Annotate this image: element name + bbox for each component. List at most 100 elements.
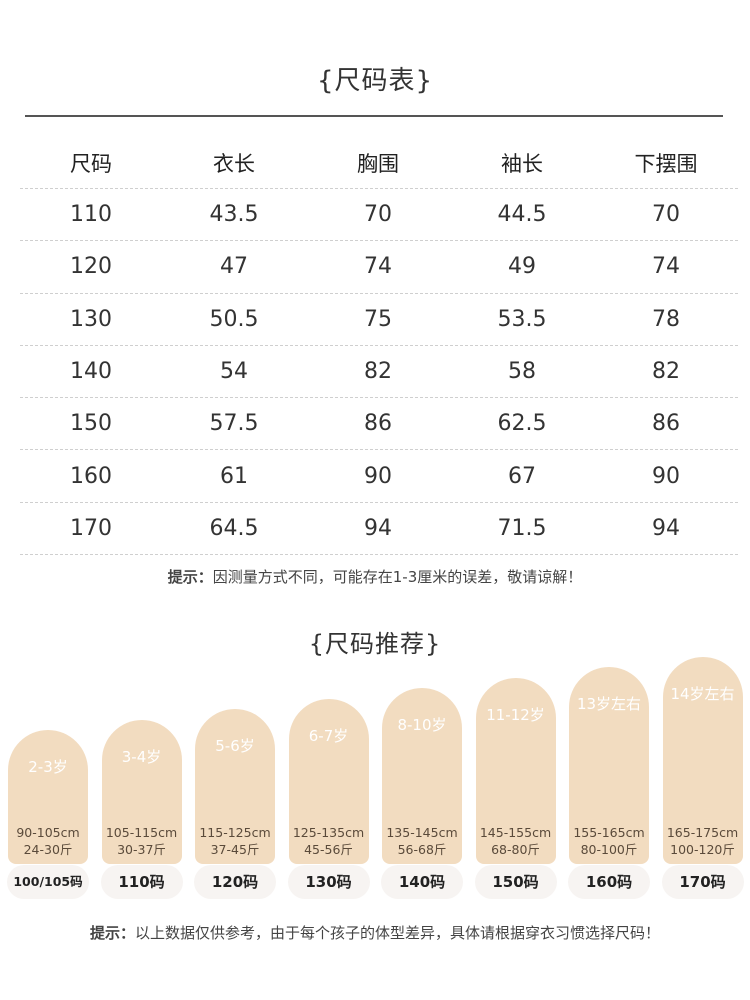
height-range: 125-135cm bbox=[292, 825, 365, 840]
cell-length: 54 bbox=[220, 359, 248, 385]
size-badge: 170码 bbox=[661, 865, 744, 899]
age-label: 3-4岁 bbox=[121, 747, 162, 766]
age-label: 6-7岁 bbox=[308, 726, 349, 745]
header-length: 衣长 bbox=[213, 152, 255, 176]
size-badge: 140码 bbox=[381, 865, 463, 899]
height-range: 155-165cm bbox=[573, 825, 645, 840]
cell-chest: 74 bbox=[364, 254, 392, 280]
weight-range: 24-30斤 bbox=[23, 842, 73, 857]
cell-length: 47 bbox=[220, 254, 248, 280]
cell-hem: 82 bbox=[652, 359, 680, 385]
height-weight-label: 125-135cm 45-56斤 bbox=[283, 824, 375, 858]
cell-hem: 78 bbox=[652, 306, 680, 332]
size-pill bbox=[382, 688, 462, 864]
size-badge: 130码 bbox=[287, 865, 370, 899]
cell-sleeve: 53.5 bbox=[497, 306, 547, 332]
size-pill bbox=[475, 677, 556, 864]
header-size: 尺码 bbox=[70, 152, 112, 176]
size-badge: 110码 bbox=[100, 865, 183, 899]
height-weight-label: 165-175cm 100-120斤 bbox=[657, 824, 749, 858]
cell-chest: 70 bbox=[364, 202, 392, 228]
age-label: 5-6岁 bbox=[215, 737, 255, 755]
age-label: 11-12岁 bbox=[486, 705, 545, 724]
cell-chest: 94 bbox=[364, 515, 392, 541]
table-row: 140 54 82 58 82 bbox=[20, 346, 738, 399]
table-row: 110 43.5 70 44.5 70 bbox=[20, 189, 738, 242]
cell-size: 140 bbox=[70, 359, 112, 385]
weight-range: 68-80斤 bbox=[491, 842, 540, 857]
cell-hem: 94 bbox=[652, 515, 680, 541]
height-weight-label: 145-155cm 68-80斤 bbox=[470, 824, 562, 858]
weight-range: 100-120斤 bbox=[670, 842, 735, 857]
height-weight-label: 90-105cm 24-30斤 bbox=[2, 824, 94, 858]
header-chest: 胸围 bbox=[357, 152, 399, 176]
cell-size: 150 bbox=[70, 411, 112, 437]
size-pill bbox=[662, 656, 743, 864]
height-range: 115-125cm bbox=[199, 825, 271, 840]
cell-length: 50.5 bbox=[209, 306, 259, 332]
table-row: 160 61 90 67 90 bbox=[20, 450, 738, 503]
height-weight-label: 135-145cm 56-68斤 bbox=[376, 824, 468, 858]
height-weight-label: 155-165cm 80-100斤 bbox=[563, 824, 655, 858]
cell-chest: 82 bbox=[364, 359, 392, 385]
cell-chest: 86 bbox=[364, 411, 392, 437]
age-label: 2-3岁 bbox=[28, 758, 68, 776]
cell-sleeve: 71.5 bbox=[497, 515, 547, 541]
cell-hem: 86 bbox=[652, 411, 680, 437]
size-pill bbox=[288, 698, 369, 864]
size-pill bbox=[8, 730, 88, 864]
weight-range: 45-56斤 bbox=[304, 842, 353, 857]
cell-size: 110 bbox=[70, 202, 112, 228]
age-label: 8-10岁 bbox=[397, 716, 447, 734]
note-label: 提示： bbox=[167, 568, 213, 586]
size-table: 尺码 衣长 胸围 袖长 下摆围 110 43.5 70 44.5 70 120 … bbox=[20, 138, 738, 556]
height-weight-label: 105-115cm 30-37斤 bbox=[96, 824, 188, 858]
size-badge: 100/105码 bbox=[7, 865, 89, 899]
table-row: 130 50.5 75 53.5 78 bbox=[20, 294, 738, 346]
header-hem: 下摆围 bbox=[634, 152, 698, 176]
header-sleeve: 袖长 bbox=[501, 152, 543, 176]
age-label: 14岁左右 bbox=[670, 684, 735, 703]
cell-hem: 74 bbox=[652, 254, 680, 280]
recommend-title: {尺码推荐} bbox=[308, 630, 442, 658]
height-range: 145-155cm bbox=[479, 825, 552, 840]
size-badge: 120码 bbox=[194, 865, 276, 899]
weight-range: 37-45斤 bbox=[210, 842, 260, 857]
cell-length: 57.5 bbox=[209, 411, 259, 437]
note-label: 提示： bbox=[89, 924, 135, 942]
weight-range: 56-68斤 bbox=[397, 842, 447, 857]
cell-chest: 75 bbox=[364, 306, 392, 332]
table-row: 150 57.5 86 62.5 86 bbox=[20, 398, 738, 451]
cell-sleeve: 67 bbox=[508, 463, 536, 489]
table-row: 170 64.5 94 71.5 94 bbox=[20, 503, 738, 556]
weight-range: 80-100斤 bbox=[580, 842, 638, 857]
height-range: 135-145cm bbox=[386, 825, 458, 840]
size-badge: 160码 bbox=[568, 865, 650, 899]
cell-chest: 90 bbox=[364, 463, 392, 489]
size-badge: 150码 bbox=[474, 865, 557, 899]
height-range: 165-175cm bbox=[666, 825, 739, 840]
cell-hem: 70 bbox=[652, 202, 680, 228]
cell-sleeve: 62.5 bbox=[497, 411, 547, 437]
cell-sleeve: 58 bbox=[508, 359, 536, 385]
size-pill bbox=[195, 709, 275, 864]
table-header-row: 尺码 衣长 胸围 袖长 下摆围 bbox=[20, 138, 738, 189]
cell-size: 170 bbox=[70, 515, 112, 541]
table-top-rule bbox=[25, 115, 723, 117]
age-label: 13岁左右 bbox=[576, 695, 642, 713]
note-text: 因测量方式不同，可能存在1-3厘米的误差，敬请谅解！ bbox=[212, 568, 583, 586]
cell-size: 120 bbox=[70, 254, 112, 280]
measurement-note: 提示：因测量方式不同，可能存在1-3厘米的误差，敬请谅解！ bbox=[0, 566, 750, 587]
cell-length: 43.5 bbox=[209, 202, 259, 228]
cell-length: 64.5 bbox=[209, 515, 259, 541]
cell-size: 160 bbox=[70, 463, 112, 489]
height-range: 105-115cm bbox=[105, 825, 178, 840]
cell-hem: 90 bbox=[652, 463, 680, 489]
size-table-title: {尺码表} bbox=[316, 66, 434, 96]
cell-size: 130 bbox=[70, 306, 112, 332]
note-text: 以上数据仅供参考，由于每个孩子的体型差异，具体请根据穿衣习惯选择尺码！ bbox=[135, 924, 661, 942]
height-weight-label: 115-125cm 37-45斤 bbox=[189, 824, 281, 858]
size-pill bbox=[569, 667, 649, 864]
table-row: 120 47 74 49 74 bbox=[20, 241, 738, 294]
